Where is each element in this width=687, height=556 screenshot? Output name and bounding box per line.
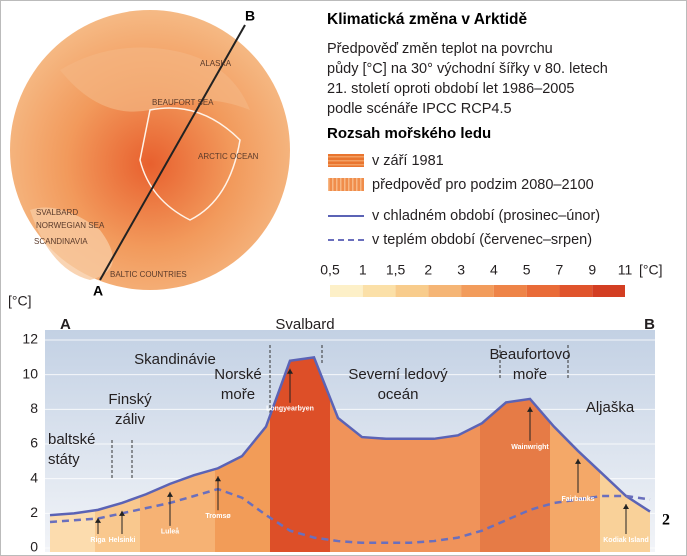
place-arrowhead bbox=[95, 517, 101, 523]
ice-swatch bbox=[328, 178, 364, 191]
scale-label: 0,5 bbox=[320, 262, 340, 278]
scale-swatch bbox=[592, 285, 625, 297]
region-label: Svalbard bbox=[275, 316, 334, 333]
transect bbox=[99, 24, 246, 281]
map-point: B bbox=[245, 8, 255, 24]
y-tick-label: 10 bbox=[22, 365, 38, 381]
scale-label: 7 bbox=[556, 262, 564, 278]
description: podle scénáře IPCC RCP4.5 bbox=[327, 101, 512, 117]
series-line bbox=[49, 487, 651, 545]
scale-label: 2 bbox=[424, 262, 432, 278]
y-axis-label: [°C] bbox=[8, 293, 32, 309]
map-label: ARCTIC OCEAN bbox=[198, 152, 259, 161]
map-label: NORWEGIAN SEA bbox=[36, 221, 105, 230]
map-land bbox=[60, 47, 250, 112]
scale-swatch bbox=[395, 285, 429, 297]
ice-title: Rozsah mořského ledu bbox=[327, 125, 491, 142]
y-tick-label: 2 bbox=[30, 504, 38, 520]
y-tick-label: 8 bbox=[30, 400, 38, 416]
scale-swatch bbox=[461, 285, 494, 297]
description: Předpověď změn teplot na povrchu bbox=[327, 41, 553, 57]
region-label: Severní ledový oceán bbox=[348, 366, 448, 403]
region-label: Finský záliv bbox=[108, 391, 152, 428]
region-label: baltské státy bbox=[48, 431, 96, 468]
scale-swatch bbox=[526, 285, 560, 297]
place-arrowhead bbox=[119, 510, 125, 516]
map-label: SVALBARD bbox=[36, 208, 78, 217]
place-arrowhead bbox=[575, 458, 581, 464]
region-label: Skandinávie bbox=[134, 351, 216, 368]
region-label: Beaufortovo moře bbox=[490, 346, 571, 383]
ice-swatch bbox=[328, 154, 364, 167]
place-arrowhead bbox=[527, 406, 533, 412]
place-label: Wainwright bbox=[511, 444, 549, 451]
map-point: A bbox=[93, 283, 103, 299]
ice-item: v září 1981 bbox=[372, 153, 444, 169]
place-arrowhead bbox=[167, 491, 173, 497]
place-label: Fairbanks bbox=[561, 496, 594, 503]
y-tick-label: 12 bbox=[22, 331, 38, 347]
place-label: Kodiak Island bbox=[603, 537, 649, 544]
place-label: Riga bbox=[90, 537, 105, 544]
scale-label: 3 bbox=[457, 262, 465, 278]
legend-title: Klimatická změna v Arktidě bbox=[327, 11, 528, 28]
region-label: B bbox=[644, 316, 655, 333]
scale-swatch bbox=[428, 285, 462, 297]
y-tick-label: 4 bbox=[30, 469, 38, 485]
map-label: BEAUFORT SEA bbox=[152, 98, 214, 107]
region-label: A bbox=[60, 316, 71, 333]
description: půdy [°C] na 30° východní šířky v 80. le… bbox=[327, 61, 608, 77]
scale-swatch bbox=[493, 285, 527, 297]
scale-swatch bbox=[362, 285, 396, 297]
place-label: Luleå bbox=[161, 528, 179, 536]
ice-item: předpověď pro podzim 2080–2100 bbox=[372, 177, 594, 193]
scale-swatch bbox=[559, 285, 593, 297]
legend-label: v teplém období (červenec–srpen) bbox=[372, 232, 592, 248]
place-arrowhead bbox=[215, 476, 221, 482]
y-tick-label: 0 bbox=[30, 539, 38, 555]
place-label: Longyearbyen bbox=[266, 406, 314, 413]
map-label: SCANDINAVIA bbox=[34, 237, 88, 246]
scale-unit: [°C] bbox=[639, 262, 663, 278]
place-label: Helsinki bbox=[109, 537, 136, 544]
scale-label: 1,5 bbox=[386, 262, 406, 278]
description: 21. století oproti období let 1986–2005 bbox=[327, 81, 575, 97]
place-label: Tromsø bbox=[205, 513, 231, 520]
place-arrowhead bbox=[287, 368, 293, 374]
place-arrowhead bbox=[623, 504, 629, 509]
map-land bbox=[30, 207, 113, 280]
scale-label: 9 bbox=[588, 262, 596, 278]
map-label: BALTIC COUNTRIES bbox=[110, 270, 187, 279]
scale-label: 11 bbox=[618, 262, 633, 278]
scale-label: 1 bbox=[359, 262, 367, 278]
map-label: ALASKA bbox=[200, 59, 232, 68]
series-line bbox=[49, 355, 651, 517]
scale-label: 4 bbox=[490, 262, 498, 278]
region-label: Norské moře bbox=[214, 366, 262, 403]
scale-label: 5 bbox=[523, 262, 531, 278]
scale-swatch bbox=[330, 285, 363, 297]
region-label: Aljaška bbox=[586, 399, 635, 416]
y-tick-label: 6 bbox=[30, 435, 38, 451]
page-number: 2 bbox=[662, 512, 670, 529]
ice-edge bbox=[139, 107, 241, 221]
legend-label: v chladném období (prosinec–únor) bbox=[372, 208, 600, 224]
